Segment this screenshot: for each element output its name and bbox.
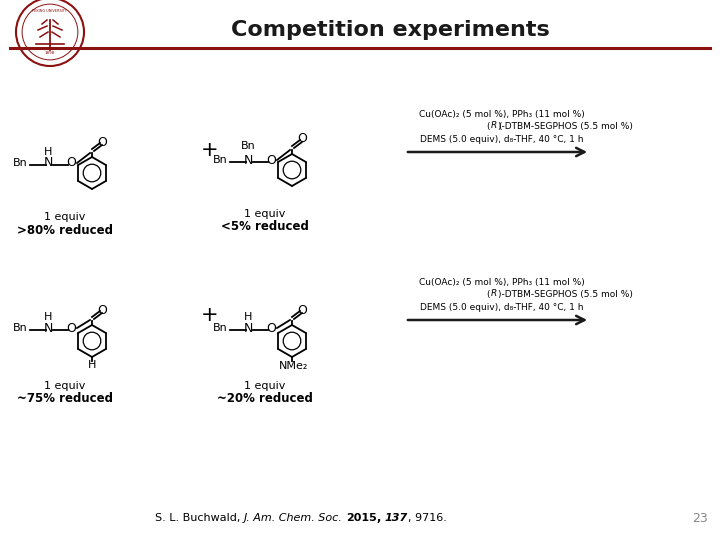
Text: O: O [297,132,307,145]
Text: +: + [201,305,219,325]
Text: O: O [66,157,76,170]
Text: ~75% reduced: ~75% reduced [17,393,113,406]
Text: O: O [97,136,107,148]
Text: <5% reduced: <5% reduced [221,220,309,233]
Text: PEKING UNIVERSITY: PEKING UNIVERSITY [32,9,68,13]
Text: 1 equiv: 1 equiv [45,212,86,222]
Text: 1 equiv: 1 equiv [244,381,286,391]
Text: N: N [43,157,53,170]
Text: N: N [43,321,53,334]
Text: N: N [243,321,253,334]
Text: 2015: 2015 [346,513,377,523]
Text: Bn: Bn [13,323,28,333]
Text: O: O [266,153,276,166]
Text: Bn: Bn [13,158,28,168]
Text: H: H [44,312,52,322]
Text: O: O [266,321,276,334]
Text: Bn: Bn [213,323,228,333]
Text: R: R [491,122,498,131]
Text: +: + [201,140,219,160]
Text: Cu(OAc)₂ (5 mol %), PPh₃ (11 mol %): Cu(OAc)₂ (5 mol %), PPh₃ (11 mol %) [419,278,585,287]
Text: 23: 23 [692,511,708,524]
Text: ,: , [377,513,385,523]
Text: O: O [66,321,76,334]
Text: S. L. Buchwald,: S. L. Buchwald, [155,513,244,523]
Text: H: H [244,312,252,322]
Text: R: R [491,289,498,299]
Text: (: ( [486,289,490,299]
Text: Cu(OAc)₂ (5 mol %), PPh₃ (11 mol %): Cu(OAc)₂ (5 mol %), PPh₃ (11 mol %) [419,110,585,118]
Text: ~20% reduced: ~20% reduced [217,393,313,406]
Text: DEMS (5.0 equiv), d₈-THF, 40 °C, 1 h: DEMS (5.0 equiv), d₈-THF, 40 °C, 1 h [420,134,584,144]
Text: NMe₂: NMe₂ [279,361,309,371]
Text: 1898: 1898 [45,51,55,55]
Text: Bn: Bn [240,141,256,151]
Text: Bn: Bn [213,155,228,165]
Text: DEMS (5.0 equiv), d₈-THF, 40 °C, 1 h: DEMS (5.0 equiv), d₈-THF, 40 °C, 1 h [420,302,584,312]
Text: , 9716.: , 9716. [408,513,447,523]
Text: H: H [44,147,52,157]
Text: >80% reduced: >80% reduced [17,224,113,237]
Text: 1 equiv: 1 equiv [244,209,286,219]
Text: O: O [97,305,107,318]
Text: Competition experiments: Competition experiments [230,20,549,40]
Text: )-DTBM-SEGPHOS (5.5 mol %): )-DTBM-SEGPHOS (5.5 mol %) [498,122,633,131]
Text: J. Am. Chem. Soc.: J. Am. Chem. Soc. [244,513,343,523]
Text: (: ( [486,122,490,131]
Text: O: O [297,305,307,318]
Text: 137: 137 [385,513,408,523]
Text: )-DTBM-SEGPHOS (5.5 mol %): )-DTBM-SEGPHOS (5.5 mol %) [498,289,633,299]
Text: H: H [88,360,96,370]
Text: (: ( [498,122,502,131]
Text: 1 equiv: 1 equiv [45,381,86,391]
Text: N: N [243,153,253,166]
